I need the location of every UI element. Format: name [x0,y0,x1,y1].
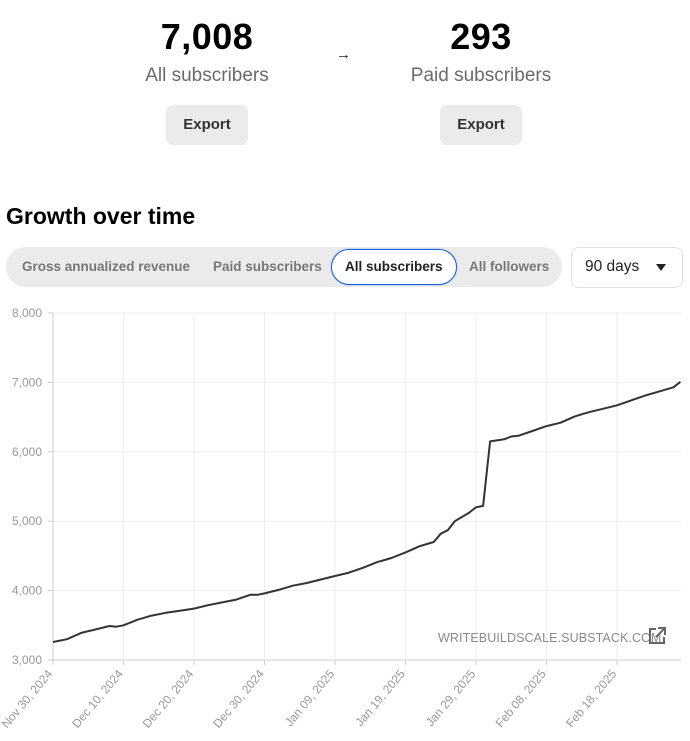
growth-line-chart: 3,000 4,000 5,000 6,000 7,000 8,000 Nov 30, 2… [0,306,682,731]
x-tick-label: Jan 29, 2025 [423,667,479,729]
x-tick-label: Dec 10, 2024 [69,667,126,731]
arrow-right-icon: → [336,46,351,63]
y-tick-label: 7,000 [12,375,42,389]
time-range-select[interactable]: 90 days [571,247,683,288]
x-tick-label: Nov 30, 2024 [0,667,56,731]
tab-paid-subscribers[interactable]: Paid subscribers [213,259,322,274]
all-subscribers-label: All subscribers [145,65,269,86]
x-tick-label: Feb 08, 2025 [493,667,549,730]
x-tick-label: Dec 30, 2024 [210,667,267,731]
paid-subscribers-label: Paid subscribers [410,65,552,86]
tab-all-subscribers[interactable]: All subscribers [331,249,457,285]
export-all-subscribers-button[interactable]: Export [166,105,248,145]
subscribers-line [52,381,682,643]
x-tick-label: Dec 20, 2024 [140,667,197,731]
y-tick-label: 6,000 [12,445,42,459]
tab-gross-annualized-revenue[interactable]: Gross annualized revenue [22,259,191,274]
time-range-value: 90 days [585,258,640,275]
y-tick-label: 5,000 [12,514,42,528]
stat-paid-subscribers: 293 Paid subscribers Export [371,14,591,145]
chart-grid [52,312,681,661]
x-axis: Nov 30, 2024 Dec 10, 2024 Dec 20, 2024 Dec … [0,660,620,731]
section-title: Growth over time [6,203,196,229]
x-tick-label: Jan 19, 2025 [352,667,408,729]
stat-all-subscribers: 7,008 All subscribers Export [97,14,317,145]
y-tick-label: 3,000 [12,653,42,667]
x-tick-label: Jan 09, 2025 [282,667,338,729]
caret-down-icon [656,264,666,271]
publication-url[interactable]: WRITEBUILDSCALE.SUBSTACK.COM [438,631,662,645]
y-tick-label: 8,000 [12,306,42,320]
metric-tabs: Gross annualized revenue Paid subscriber… [6,247,562,287]
export-paid-subscribers-button[interactable]: Export [440,105,522,145]
x-tick-label: Feb 18, 2025 [563,667,619,730]
external-link-icon[interactable] [647,626,667,646]
tab-all-followers[interactable]: All followers [469,259,550,274]
paid-subscribers-count: 293 [450,16,512,57]
all-subscribers-count: 7,008 [160,16,254,57]
y-tick-label: 4,000 [12,584,42,598]
y-axis: 3,000 4,000 5,000 6,000 7,000 8,000 [12,306,53,667]
